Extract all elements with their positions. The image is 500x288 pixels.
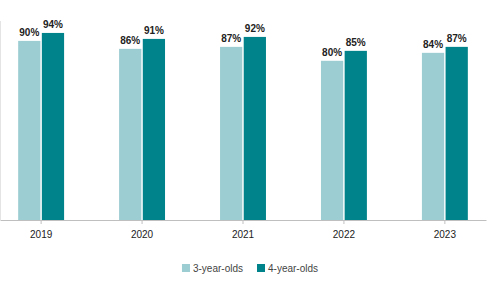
bar [422, 53, 444, 220]
data-label: 94% [43, 19, 63, 30]
data-label: 87% [447, 33, 467, 44]
bar [244, 37, 266, 220]
tick-mark [142, 220, 143, 224]
tick-label: 2022 [333, 229, 356, 240]
data-label: 85% [346, 37, 366, 48]
bar [18, 41, 40, 220]
tick-label: 2020 [131, 229, 154, 240]
tick: 2021 [232, 220, 255, 240]
tick-label: 2019 [30, 229, 53, 240]
legend-item: 3-year-olds [182, 263, 243, 274]
bar [119, 49, 141, 220]
chart: 90%86%87%80%84%94%91%92%85%87%2019202020… [0, 0, 500, 288]
legend-swatch [257, 264, 265, 272]
legend-item: 4-year-olds [257, 263, 318, 274]
legend-label: 3-year-olds [193, 263, 243, 274]
bar [446, 47, 468, 220]
legend-swatch [182, 264, 190, 272]
tick-label: 2023 [434, 229, 457, 240]
series [42, 33, 468, 220]
x-axis: 2019 2020 2021 2022 2023 [1, 220, 487, 240]
bar [143, 39, 165, 220]
data-label: 87% [221, 33, 241, 44]
legend: 3-year-olds 4-year-olds [182, 263, 318, 274]
plot-area [18, 33, 468, 220]
y-axis-line [0, 21, 1, 220]
bar [345, 51, 367, 220]
data-label: 90% [19, 27, 39, 38]
bar [220, 47, 242, 220]
data-label: 91% [144, 25, 164, 36]
data-label: 86% [120, 35, 140, 46]
series [18, 41, 444, 220]
tick-mark [41, 220, 42, 224]
tick-mark [444, 220, 445, 224]
tick: 2023 [434, 220, 457, 240]
legend-label: 4-year-olds [268, 263, 318, 274]
tick: 2022 [333, 220, 356, 240]
data-labels: 90% 86% 87% 80% 84% 94% 91% 92% 85% 87% [19, 19, 467, 58]
tick-mark [343, 220, 344, 224]
bar [42, 33, 64, 220]
tick-label: 2021 [232, 229, 255, 240]
bar [321, 61, 343, 220]
data-label: 92% [245, 23, 265, 34]
tick: 2019 [30, 220, 53, 240]
data-label: 84% [423, 39, 443, 50]
tick: 2020 [131, 220, 154, 240]
data-label: 80% [322, 47, 342, 58]
tick-mark [243, 220, 244, 224]
